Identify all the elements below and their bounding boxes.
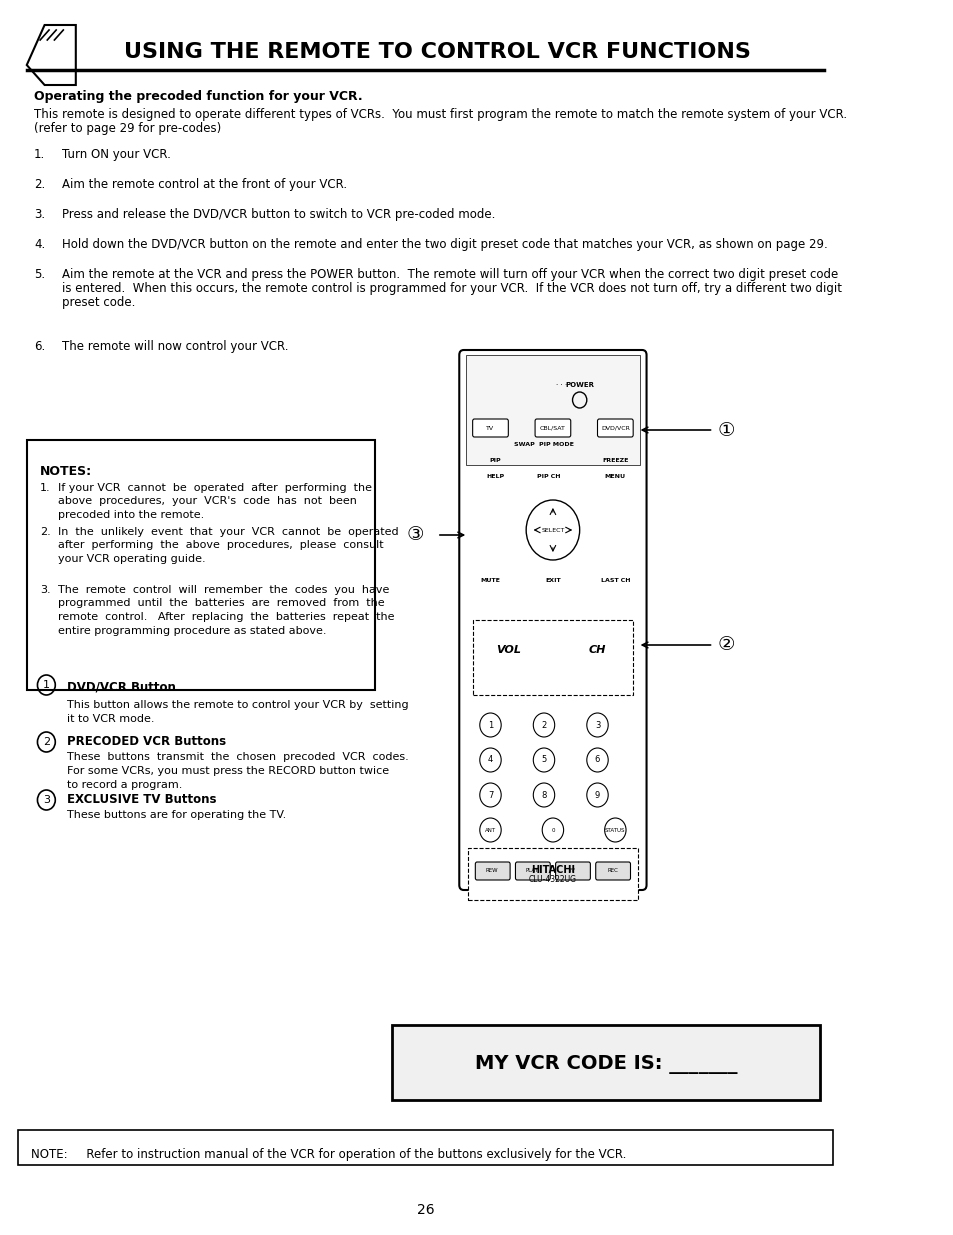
Text: precoded into the remote.: precoded into the remote. xyxy=(58,510,204,520)
FancyBboxPatch shape xyxy=(555,862,590,881)
Text: 26: 26 xyxy=(416,1203,434,1216)
Text: preset code.: preset code. xyxy=(62,296,135,309)
Text: 7: 7 xyxy=(487,790,493,799)
Text: 2: 2 xyxy=(540,720,546,730)
Text: to record a program.: to record a program. xyxy=(67,781,182,790)
Text: HELP: HELP xyxy=(485,474,503,479)
Text: 8: 8 xyxy=(540,790,546,799)
Text: CLU-4322UG: CLU-4322UG xyxy=(528,876,577,884)
Text: FF: FF xyxy=(569,867,575,872)
Text: PIP CH: PIP CH xyxy=(537,474,559,479)
Text: · · ·: · · · xyxy=(556,382,567,388)
Text: SELECT: SELECT xyxy=(540,527,564,532)
Text: your VCR operating guide.: your VCR operating guide. xyxy=(58,555,206,564)
Text: NOTES:: NOTES: xyxy=(40,466,92,478)
Text: DVD/VCR: DVD/VCR xyxy=(600,426,629,431)
Text: CH: CH xyxy=(588,645,605,655)
Text: LAST CH: LAST CH xyxy=(600,578,629,583)
Text: entire programming procedure as stated above.: entire programming procedure as stated a… xyxy=(58,625,326,636)
FancyBboxPatch shape xyxy=(597,419,633,437)
Text: MENU: MENU xyxy=(604,474,625,479)
Text: ANT: ANT xyxy=(484,827,496,832)
Text: In  the  unlikely  event  that  your  VCR  cannot  be  operated: In the unlikely event that your VCR cann… xyxy=(58,527,398,537)
Text: 4: 4 xyxy=(487,756,493,764)
Text: TV: TV xyxy=(486,426,494,431)
Text: (refer to page 29 for pre-codes): (refer to page 29 for pre-codes) xyxy=(34,122,221,135)
Text: 2.: 2. xyxy=(40,527,51,537)
FancyBboxPatch shape xyxy=(515,862,550,881)
Text: MY VCR CODE IS: _______: MY VCR CODE IS: _______ xyxy=(475,1056,737,1074)
Text: VOL: VOL xyxy=(496,645,520,655)
Text: is entered.  When this occurs, the remote control is programmed for your VCR.  I: is entered. When this occurs, the remote… xyxy=(62,282,841,295)
Text: 4.: 4. xyxy=(34,238,45,251)
Text: If your VCR  cannot  be  operated  after  performing  the: If your VCR cannot be operated after per… xyxy=(58,483,372,493)
Text: Aim the remote control at the front of your VCR.: Aim the remote control at the front of y… xyxy=(62,178,347,191)
Text: DVD/VCR Button: DVD/VCR Button xyxy=(67,680,175,693)
Text: These  buttons  transmit  the  chosen  precoded  VCR  codes.: These buttons transmit the chosen precod… xyxy=(67,752,408,762)
Text: it to VCR mode.: it to VCR mode. xyxy=(67,714,154,724)
Text: EXCLUSIVE TV Buttons: EXCLUSIVE TV Buttons xyxy=(67,793,216,806)
FancyBboxPatch shape xyxy=(595,862,630,881)
Text: These buttons are for operating the TV.: These buttons are for operating the TV. xyxy=(67,810,286,820)
Text: Aim the remote at the VCR and press the POWER button.  The remote will turn off : Aim the remote at the VCR and press the … xyxy=(62,268,838,282)
Text: Press and release the DVD/VCR button to switch to VCR pre-coded mode.: Press and release the DVD/VCR button to … xyxy=(62,207,496,221)
Text: The  remote  control  will  remember  the  codes  you  have: The remote control will remember the cod… xyxy=(58,585,389,595)
Text: ②: ② xyxy=(718,636,735,655)
Text: PIP: PIP xyxy=(489,457,500,462)
Text: HITACHI: HITACHI xyxy=(531,864,575,876)
Text: Hold down the DVD/VCR button on the remote and enter the two digit preset code t: Hold down the DVD/VCR button on the remo… xyxy=(62,238,827,251)
Text: 1: 1 xyxy=(487,720,493,730)
FancyBboxPatch shape xyxy=(472,419,508,437)
Text: EXIT: EXIT xyxy=(544,578,560,583)
Text: 5: 5 xyxy=(540,756,546,764)
Text: above  procedures,  your  VCR's  code  has  not  been: above procedures, your VCR's code has no… xyxy=(58,496,356,506)
Text: 1: 1 xyxy=(43,680,50,690)
Text: Operating the precoded function for your VCR.: Operating the precoded function for your… xyxy=(34,90,362,103)
Text: FREEZE: FREEZE xyxy=(601,457,628,462)
FancyBboxPatch shape xyxy=(475,862,510,881)
Text: remote  control.   After  replacing  the  batteries  repeat  the: remote control. After replacing the batt… xyxy=(58,613,394,622)
Text: The remote will now control your VCR.: The remote will now control your VCR. xyxy=(62,340,289,353)
FancyBboxPatch shape xyxy=(458,350,646,890)
Text: 0: 0 xyxy=(551,827,554,832)
Text: 6.: 6. xyxy=(34,340,45,353)
Text: 2.: 2. xyxy=(34,178,45,191)
Text: PLAY: PLAY xyxy=(525,867,538,872)
Text: 3.: 3. xyxy=(40,585,51,595)
Text: REW: REW xyxy=(485,867,498,872)
Text: 5.: 5. xyxy=(34,268,45,282)
Text: SWAP  PIP MODE: SWAP PIP MODE xyxy=(514,442,574,447)
Text: CBL/SAT: CBL/SAT xyxy=(539,426,565,431)
Text: Turn ON your VCR.: Turn ON your VCR. xyxy=(62,148,172,161)
FancyBboxPatch shape xyxy=(472,620,633,695)
Text: For some VCRs, you must press the RECORD button twice: For some VCRs, you must press the RECORD… xyxy=(67,766,389,776)
Text: 9: 9 xyxy=(595,790,599,799)
Text: programmed  until  the  batteries  are  removed  from  the: programmed until the batteries are remov… xyxy=(58,599,384,609)
FancyBboxPatch shape xyxy=(468,848,637,900)
Text: after  performing  the  above  procedures,  please  consult: after performing the above procedures, p… xyxy=(58,541,383,551)
FancyBboxPatch shape xyxy=(392,1025,820,1100)
Text: 3: 3 xyxy=(594,720,599,730)
Text: 3.: 3. xyxy=(34,207,45,221)
Text: NOTE:     Refer to instruction manual of the VCR for operation of the buttons ex: NOTE: Refer to instruction manual of the… xyxy=(31,1149,626,1161)
Text: 1.: 1. xyxy=(34,148,45,161)
Text: 6: 6 xyxy=(594,756,599,764)
Text: This remote is designed to operate different types of VCRs.  You must first prog: This remote is designed to operate diffe… xyxy=(34,107,846,121)
Text: ③: ③ xyxy=(406,526,423,545)
Text: 2: 2 xyxy=(43,737,50,747)
Text: PRECODED VCR Buttons: PRECODED VCR Buttons xyxy=(67,735,226,748)
Text: This button allows the remote to control your VCR by  setting: This button allows the remote to control… xyxy=(67,700,408,710)
FancyBboxPatch shape xyxy=(465,354,639,466)
Text: 3: 3 xyxy=(43,795,50,805)
Text: REC: REC xyxy=(607,867,618,872)
FancyBboxPatch shape xyxy=(535,419,570,437)
Text: ①: ① xyxy=(718,420,735,440)
Text: 1.: 1. xyxy=(40,483,51,493)
Text: STATUS: STATUS xyxy=(604,827,625,832)
Text: POWER: POWER xyxy=(564,382,594,388)
Text: MUTE: MUTE xyxy=(480,578,500,583)
FancyBboxPatch shape xyxy=(18,1130,832,1165)
FancyBboxPatch shape xyxy=(27,440,375,690)
Text: USING THE REMOTE TO CONTROL VCR FUNCTIONS: USING THE REMOTE TO CONTROL VCR FUNCTION… xyxy=(124,42,750,62)
